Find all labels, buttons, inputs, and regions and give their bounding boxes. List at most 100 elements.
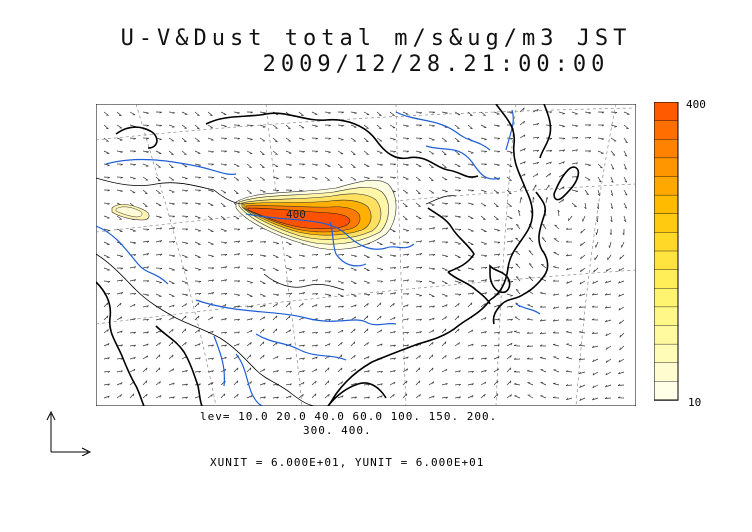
- wind-vector-head: [484, 394, 486, 397]
- wind-vector: [363, 150, 369, 155]
- wind-vector-head: [367, 315, 369, 319]
- wind-vector-head: [432, 317, 435, 321]
- wind-vector: [298, 344, 305, 347]
- wind-vector: [129, 111, 136, 116]
- wind-vector-head: [536, 173, 539, 176]
- wind-vector-head: [593, 269, 595, 273]
- wind-vector-head: [510, 367, 512, 371]
- wind-vector-head: [380, 370, 383, 373]
- wind-vector: [207, 215, 213, 220]
- wind-vector: [298, 111, 304, 116]
- wind-vector: [623, 189, 628, 196]
- wind-vector-head: [419, 228, 423, 231]
- wind-vector-head: [315, 344, 318, 347]
- colorbar-cell: [654, 139, 679, 159]
- wind-vector: [285, 254, 292, 258]
- wind-vector: [181, 163, 188, 168]
- wind-vector: [532, 136, 539, 139]
- wind-vector: [337, 317, 344, 321]
- wind-vector-head: [302, 267, 306, 270]
- wind-vector-head: [211, 357, 214, 360]
- wind-vector: [129, 318, 136, 321]
- wind-vector: [605, 319, 612, 323]
- wind-vector: [553, 319, 560, 322]
- wind-vector-head: [443, 154, 447, 156]
- wind-vector-head: [302, 151, 305, 153]
- wind-vector-head: [618, 294, 621, 297]
- wind-vector: [272, 293, 280, 296]
- wind-vector-head: [484, 292, 488, 295]
- wind-vector: [428, 150, 435, 155]
- wind-vector: [116, 330, 123, 334]
- wind-vector: [155, 253, 163, 256]
- wind-vector: [454, 111, 461, 116]
- wind-vector: [285, 150, 292, 154]
- wind-vector-head: [510, 318, 513, 321]
- wind-vector: [610, 124, 617, 127]
- wind-vector-head: [133, 178, 136, 180]
- wind-vector-head: [159, 282, 162, 284]
- wind-vector-head: [393, 267, 397, 270]
- wind-vector: [441, 254, 448, 257]
- wind-vector: [467, 124, 473, 129]
- wind-vector: [389, 150, 396, 152]
- wind-vector-head: [562, 126, 565, 128]
- wind-vector: [571, 202, 577, 208]
- wind-vector-head: [419, 318, 422, 321]
- wind-vector-head: [445, 396, 448, 399]
- wind-vector: [259, 354, 265, 360]
- wind-vector-head: [605, 280, 608, 284]
- wind-vector: [376, 254, 383, 258]
- wind-vector-head: [263, 354, 265, 358]
- wind-vector-head: [605, 360, 608, 363]
- vector-unit-line: XUNIT = 6.000E+01, YUNIT = 6.000E+01: [210, 456, 485, 469]
- wind-vector: [623, 215, 627, 222]
- colorbar-cell: [654, 381, 679, 401]
- wind-vector-head: [133, 242, 137, 245]
- wind-vector: [467, 150, 474, 154]
- wind-vector-head: [612, 154, 616, 156]
- wind-vector-head: [302, 382, 305, 385]
- wind-vector-head: [578, 357, 582, 360]
- wind-vector-head: [458, 328, 460, 332]
- wind-vector-head: [341, 381, 343, 384]
- wind-vector-head: [211, 267, 215, 270]
- wind-vector: [168, 227, 175, 230]
- wind-vector: [389, 279, 396, 282]
- wind-vector: [565, 384, 573, 387]
- wind-vector-head: [341, 367, 343, 371]
- wind-vector-head: [263, 112, 266, 114]
- wind-vector-head: [315, 266, 319, 269]
- wind-vector-head: [497, 266, 501, 269]
- wind-vector-head: [146, 355, 149, 359]
- wind-vector: [220, 215, 226, 221]
- wind-vector-head: [553, 343, 556, 345]
- wind-vector: [515, 263, 521, 269]
- wind-vector: [285, 124, 291, 130]
- wind-vector-head: [120, 267, 124, 270]
- wind-vector: [285, 383, 292, 386]
- wind-vector-head: [250, 330, 253, 333]
- wind-vector: [506, 163, 513, 168]
- wind-vector: [194, 315, 200, 321]
- wind-vector-head: [107, 329, 109, 332]
- wind-vector-head: [315, 380, 317, 384]
- wind-vector: [607, 254, 612, 261]
- wind-vector: [233, 293, 240, 296]
- wind-vector-head: [250, 227, 254, 230]
- wind-vector-head: [495, 206, 499, 208]
- wind-vector: [527, 382, 534, 386]
- wind-vector-head: [458, 396, 461, 399]
- wind-vector-head: [315, 331, 318, 334]
- wind-vector: [142, 202, 148, 207]
- wind-vector: [596, 228, 599, 235]
- wind-vector: [103, 383, 110, 386]
- wind-vector: [272, 150, 278, 155]
- wind-vector: [515, 276, 521, 282]
- wind-vector-head: [588, 150, 592, 153]
- wind-vector: [337, 137, 344, 141]
- wind-vector: [593, 267, 599, 273]
- wind-vector: [103, 215, 110, 219]
- wind-vector: [116, 137, 123, 141]
- wind-vector: [441, 382, 448, 386]
